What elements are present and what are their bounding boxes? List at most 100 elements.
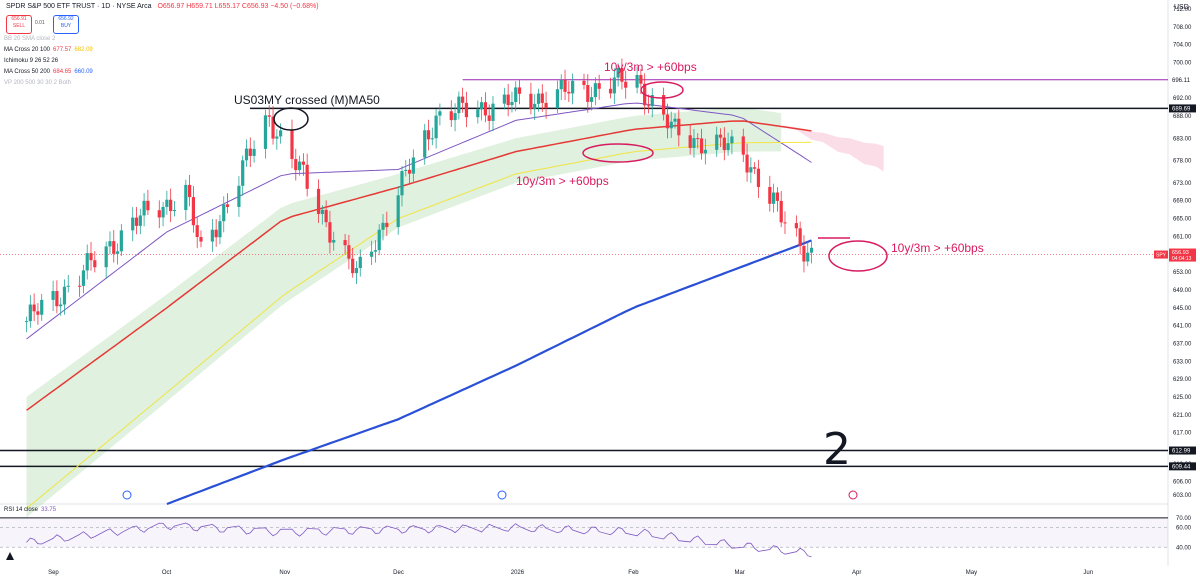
candle-body — [373, 250, 378, 252]
candle-body — [195, 225, 199, 238]
tag-689: 689.69 — [1172, 106, 1191, 112]
event-icon-1[interactable] — [122, 490, 132, 500]
x-tick-label: Jun — [1083, 570, 1093, 576]
candle-body — [59, 304, 63, 307]
sell-button[interactable]: 656.91 SELL — [6, 15, 32, 34]
x-tick-label: Mar — [734, 570, 744, 576]
y-tick-label: 683.00 — [1173, 136, 1192, 142]
tag-spy-timer: 04:04:13 — [1172, 256, 1192, 262]
candle-body — [279, 130, 283, 137]
candle-body — [252, 148, 256, 156]
candle-body — [798, 228, 802, 246]
moving-averages — [26, 102, 812, 509]
candle-body — [142, 200, 146, 216]
buy-price: 656.92 — [58, 16, 74, 22]
annotations: 10y/3m > +60bps 10y/3m > +60bps 10y/3m >… — [122, 60, 984, 500]
candle-body — [161, 206, 165, 218]
grid — [0, 0, 1169, 566]
y-tick-label: 649.00 — [1173, 288, 1192, 294]
x-tick-label: Oct — [162, 570, 172, 576]
candle-body — [620, 68, 624, 82]
candle-body — [146, 200, 150, 211]
ma20-line — [26, 102, 812, 340]
candle-body — [165, 199, 169, 207]
y-tick-label: 625.00 — [1173, 395, 1192, 401]
y-tick-label: 603.00 — [1173, 493, 1192, 499]
y-tick-label: 708.00 — [1173, 25, 1192, 31]
event-icon-3[interactable] — [848, 490, 858, 500]
rsi-pane: 70.00 60.00 40.00 — [0, 516, 1192, 560]
candle-body — [749, 167, 753, 173]
ma100-line — [26, 141, 812, 509]
candle-body — [677, 118, 681, 136]
indicator-bb[interactable]: BB 20 SMA close 2 — [4, 36, 56, 42]
tag-609-bg — [1169, 462, 1196, 471]
candle-body — [597, 83, 601, 89]
currency-label[interactable]: USD — [1174, 4, 1189, 11]
ohlc-values: O656.97 H659.71 L655.17 C656.93 −4.50 (−… — [157, 3, 319, 10]
candle-body — [438, 111, 442, 116]
candle-body — [411, 157, 415, 174]
tag-696: 696.11 — [1172, 78, 1191, 84]
candle-body — [172, 209, 177, 212]
indicator-ichimoku[interactable]: Ichimoku 9 26 52 26 — [4, 58, 59, 64]
candle-body — [36, 311, 40, 315]
candle-body — [692, 138, 696, 148]
candle-body — [612, 77, 616, 94]
candle-body — [343, 240, 347, 246]
y-tick-label: 665.00 — [1173, 217, 1192, 223]
candle-body — [616, 68, 620, 78]
candle-body — [104, 246, 108, 268]
candle-body — [85, 253, 89, 271]
y-tick-label: 633.00 — [1173, 359, 1192, 365]
candle-body — [593, 83, 597, 98]
candle-body — [396, 195, 400, 227]
candle-body — [491, 103, 495, 121]
tag-689-bg — [1169, 104, 1196, 113]
candle-body — [237, 185, 241, 207]
rsi-label[interactable]: RSI 14 close 33.75 — [4, 507, 57, 513]
x-tick-label: Feb — [628, 570, 639, 576]
candle-body — [718, 134, 723, 138]
candle-body — [115, 251, 120, 254]
candle-body — [688, 135, 692, 148]
candle-body — [809, 247, 814, 253]
candle-body — [131, 217, 135, 231]
candle-body — [772, 192, 776, 204]
candle-body — [354, 268, 359, 274]
y-tick-label: 712.00 — [1173, 7, 1192, 13]
indicator-vp[interactable]: VP 200 500 30 30 2 Both — [4, 80, 71, 86]
candle-body — [559, 79, 563, 90]
candle-body — [78, 285, 82, 287]
tag-696-bg — [1169, 75, 1196, 84]
candle-body — [555, 89, 560, 109]
candle-body — [586, 84, 590, 102]
indicator-ma-50-200[interactable]: MA Cross 50 200 684.65 660.09 — [4, 69, 93, 75]
candle-body — [328, 222, 332, 243]
symbol-title: SPDR S&P 500 ETF TRUST · 1D · NYSE Arca — [6, 3, 152, 10]
candle-body — [533, 103, 537, 109]
candle-body — [108, 241, 112, 247]
event-icon-2[interactable] — [497, 490, 507, 500]
spread-value: 0.01 — [35, 20, 45, 26]
candle-body — [263, 115, 268, 149]
candle-body — [544, 102, 548, 109]
candle-body — [582, 80, 586, 85]
y-tick-label: 704.00 — [1173, 43, 1192, 49]
cloud-bullish — [26, 107, 782, 518]
horizontal-levels[interactable] — [0, 79, 1168, 468]
y-tick-label: 661.00 — [1173, 234, 1192, 240]
buy-button[interactable]: 656.92 BUY — [53, 15, 79, 34]
indicator-ma-20-100[interactable]: MA Cross 20 100 677.57 682.09 — [4, 47, 93, 53]
candle-body — [650, 95, 654, 107]
y-tick-label: 669.00 — [1173, 199, 1192, 205]
candle-body — [51, 291, 55, 300]
candle-body — [483, 102, 488, 116]
candle-body — [191, 197, 196, 226]
rsi-level-label: 40.00 — [1176, 545, 1192, 551]
ma50-line — [26, 120, 812, 411]
candle-body — [404, 169, 408, 172]
tag-609: 609.44 — [1172, 464, 1191, 470]
